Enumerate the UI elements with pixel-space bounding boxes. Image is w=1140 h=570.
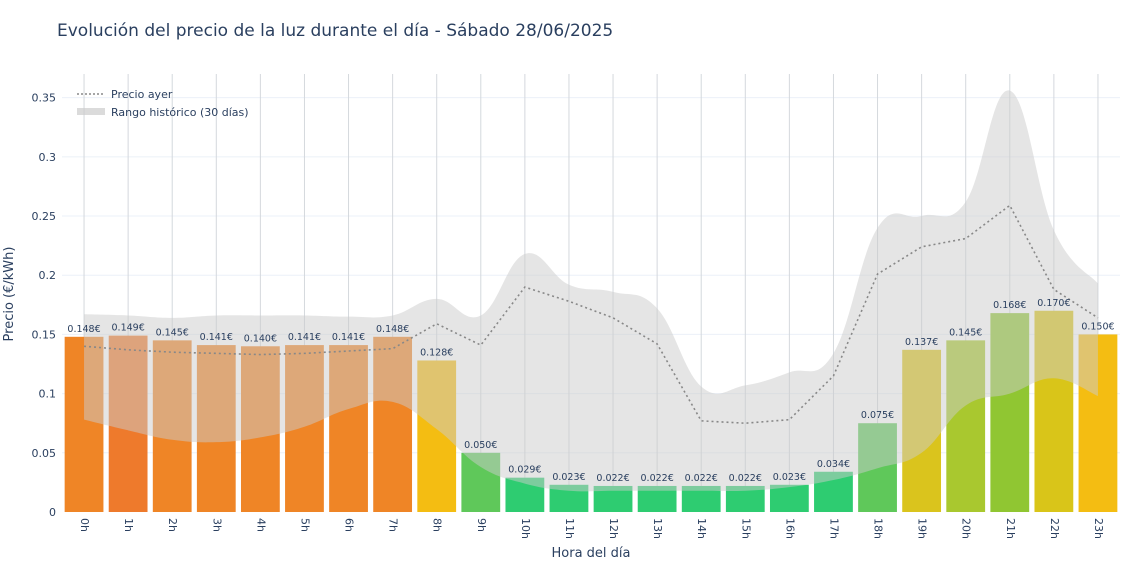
x-tick-label-11h: 11h xyxy=(563,518,576,539)
y-tick-label: 0.05 xyxy=(32,447,57,460)
bar-label-9h: 0.050€ xyxy=(464,440,497,451)
bar-label-20h: 0.145€ xyxy=(949,327,982,338)
x-tick-label-16h: 16h xyxy=(783,518,796,539)
bar-label-16h: 0.023€ xyxy=(773,472,806,483)
x-tick-label-13h: 13h xyxy=(651,518,664,539)
bar-label-22h: 0.170€ xyxy=(1037,298,1070,309)
bar-16h xyxy=(769,484,809,512)
x-tick-label-5h: 5h xyxy=(298,518,311,532)
x-tick-label-8h: 8h xyxy=(431,518,444,532)
bar-label-23h: 0.150€ xyxy=(1081,321,1114,332)
historical-range-layer xyxy=(84,90,1098,492)
x-tick-label-19h: 19h xyxy=(916,518,929,539)
bar-label-4h: 0.140€ xyxy=(244,333,277,344)
bar-label-3h: 0.141€ xyxy=(200,332,233,343)
bar-label-19h: 0.137€ xyxy=(905,337,938,348)
bar-label-6h: 0.141€ xyxy=(332,332,365,343)
y-axis-title: Precio (€/kWh) xyxy=(2,247,17,342)
x-tick-label-9h: 9h xyxy=(475,518,488,532)
y-tick-label: 0.35 xyxy=(32,92,57,105)
legend-band-swatch xyxy=(77,108,105,115)
bar-label-18h: 0.075€ xyxy=(861,410,894,421)
x-tick-label-12h: 12h xyxy=(607,518,620,539)
x-tick-label-21h: 21h xyxy=(1004,518,1017,539)
legend: Precio ayer Rango histórico (30 días) xyxy=(77,88,249,119)
x-axis-title: Hora del día xyxy=(552,546,631,561)
bar-label-12h: 0.022€ xyxy=(596,473,629,484)
x-tick-label-17h: 17h xyxy=(827,518,840,539)
y-tick-label: 0 xyxy=(49,506,56,519)
bar-label-2h: 0.145€ xyxy=(156,327,189,338)
bar-label-7h: 0.148€ xyxy=(376,324,409,335)
y-tick-label: 0.1 xyxy=(39,388,57,401)
bar-label-8h: 0.128€ xyxy=(420,347,453,358)
x-tick-label-4h: 4h xyxy=(254,518,267,532)
x-tick-label-22h: 22h xyxy=(1048,518,1061,539)
bar-label-15h: 0.022€ xyxy=(729,473,762,484)
bar-label-13h: 0.022€ xyxy=(641,473,674,484)
yesterday-price-line xyxy=(83,204,1099,425)
bar-label-21h: 0.168€ xyxy=(993,300,1026,311)
bar-label-17h: 0.034€ xyxy=(817,459,850,470)
x-tick-label-18h: 18h xyxy=(872,518,885,539)
x-tick-label-14h: 14h xyxy=(695,518,708,539)
y-tick-label: 0.25 xyxy=(32,210,57,223)
bar-label-layer: 0.148€ 0.149€ 0.145€ 0.141€ 0.140€ 0.141€ 0.14… xyxy=(67,298,1114,484)
bar-label-5h: 0.141€ xyxy=(288,332,321,343)
historical-range-band xyxy=(84,90,1098,492)
legend-label-range: Rango histórico (30 días) xyxy=(111,106,249,119)
x-tick-label-10h: 10h xyxy=(519,518,532,539)
bar-label-1h: 0.149€ xyxy=(112,323,145,334)
x-tick-label-23h: 23h xyxy=(1092,518,1105,539)
bar-label-11h: 0.023€ xyxy=(552,472,585,483)
x-tick-label-0h: 0h xyxy=(78,518,91,532)
bar-label-14h: 0.022€ xyxy=(685,473,718,484)
chart-title: Evolución del precio de la luz durante e… xyxy=(57,21,614,41)
y-tick-label: 0.3 xyxy=(39,151,57,164)
x-tick-label-2h: 2h xyxy=(166,518,179,532)
yesterday-line-layer xyxy=(83,204,1099,425)
x-tick-label-7h: 7h xyxy=(387,518,400,532)
bar-label-0h: 0.148€ xyxy=(67,324,100,335)
x-tick-label-15h: 15h xyxy=(739,518,752,539)
y-tick-label: 0.2 xyxy=(39,269,57,282)
x-tick-label-20h: 20h xyxy=(960,518,973,539)
y-tick-label: 0.15 xyxy=(32,328,57,341)
bar-label-10h: 0.029€ xyxy=(508,465,541,476)
legend-label-yesterday: Precio ayer xyxy=(111,88,173,101)
axis-layer: 0 0.05 0.1 0.15 0.2 0.25 0.3 0.35 0h 1h 2h 3h 4h 5h 6h… xyxy=(32,92,1105,539)
x-tick-label-1h: 1h xyxy=(122,518,135,532)
x-tick-label-6h: 6h xyxy=(343,518,356,532)
x-tick-label-3h: 3h xyxy=(210,518,223,532)
